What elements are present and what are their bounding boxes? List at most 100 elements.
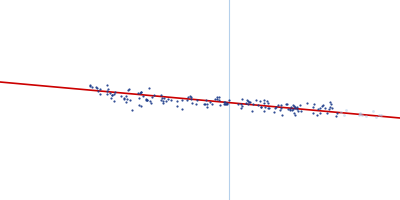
Point — [278, 107, 284, 110]
Point — [326, 107, 332, 111]
Point — [120, 97, 127, 100]
Point — [261, 109, 267, 112]
Point — [242, 101, 249, 104]
Point — [109, 93, 116, 96]
Point — [124, 98, 130, 101]
Point — [322, 106, 328, 109]
Point — [304, 102, 310, 105]
Point — [250, 102, 256, 106]
Point — [238, 107, 244, 110]
Point — [136, 103, 142, 106]
Point — [188, 101, 195, 105]
Point — [207, 100, 213, 103]
Point — [238, 104, 245, 108]
Point — [135, 91, 141, 94]
Point — [326, 101, 333, 104]
Point — [363, 114, 370, 118]
Point — [86, 83, 93, 86]
Point — [126, 88, 132, 91]
Point — [93, 85, 99, 89]
Point — [143, 97, 149, 100]
Point — [264, 100, 270, 103]
Point — [96, 92, 103, 95]
Point — [223, 102, 230, 105]
Point — [253, 99, 259, 102]
Point — [144, 99, 150, 102]
Point — [188, 98, 195, 101]
Point — [244, 98, 250, 101]
Point — [317, 106, 324, 110]
Point — [86, 85, 93, 88]
Point — [187, 94, 194, 97]
Point — [108, 96, 115, 99]
Point — [334, 112, 340, 115]
Point — [216, 99, 222, 102]
Point — [161, 96, 167, 99]
Point — [138, 91, 144, 94]
Point — [341, 114, 348, 117]
Point — [224, 102, 230, 106]
Point — [264, 107, 271, 110]
Point — [104, 87, 111, 90]
Point — [158, 93, 164, 96]
Point — [138, 90, 144, 93]
Point — [292, 105, 298, 108]
Point — [94, 87, 100, 90]
Point — [310, 102, 317, 105]
Point — [106, 91, 113, 95]
Point — [260, 102, 267, 105]
Point — [136, 97, 142, 100]
Point — [297, 103, 303, 106]
Point — [104, 90, 110, 93]
Point — [185, 96, 191, 99]
Point — [164, 97, 171, 101]
Point — [277, 108, 284, 112]
Point — [159, 97, 166, 100]
Point — [314, 114, 320, 117]
Point — [193, 102, 199, 105]
Point — [108, 93, 115, 97]
Point — [111, 100, 118, 103]
Point — [310, 111, 316, 114]
Point — [220, 103, 227, 106]
Point — [125, 88, 131, 91]
Point — [359, 114, 365, 117]
Point — [184, 98, 190, 101]
Point — [332, 115, 339, 118]
Point — [378, 113, 384, 117]
Point — [288, 105, 294, 108]
Point — [376, 114, 382, 117]
Point — [112, 91, 118, 94]
Point — [147, 99, 154, 102]
Point — [202, 99, 209, 102]
Point — [160, 99, 166, 103]
Point — [221, 102, 228, 105]
Point — [235, 103, 241, 106]
Point — [266, 106, 272, 109]
Point — [258, 105, 265, 108]
Point — [226, 98, 233, 102]
Point — [174, 99, 180, 102]
Point — [273, 106, 279, 109]
Point — [204, 102, 210, 105]
Point — [373, 115, 379, 119]
Point — [320, 103, 326, 106]
Point — [319, 104, 326, 107]
Point — [221, 100, 227, 103]
Point — [238, 103, 245, 106]
Point — [247, 101, 253, 104]
Point — [338, 110, 344, 113]
Point — [328, 102, 335, 105]
Point — [118, 95, 124, 98]
Point — [255, 104, 262, 107]
Point — [143, 98, 150, 102]
Point — [286, 107, 293, 110]
Point — [179, 108, 186, 111]
Point — [214, 95, 220, 98]
Point — [144, 99, 150, 102]
Point — [160, 101, 166, 104]
Point — [121, 97, 127, 100]
Point — [168, 98, 174, 101]
Point — [140, 95, 146, 98]
Point — [314, 107, 321, 110]
